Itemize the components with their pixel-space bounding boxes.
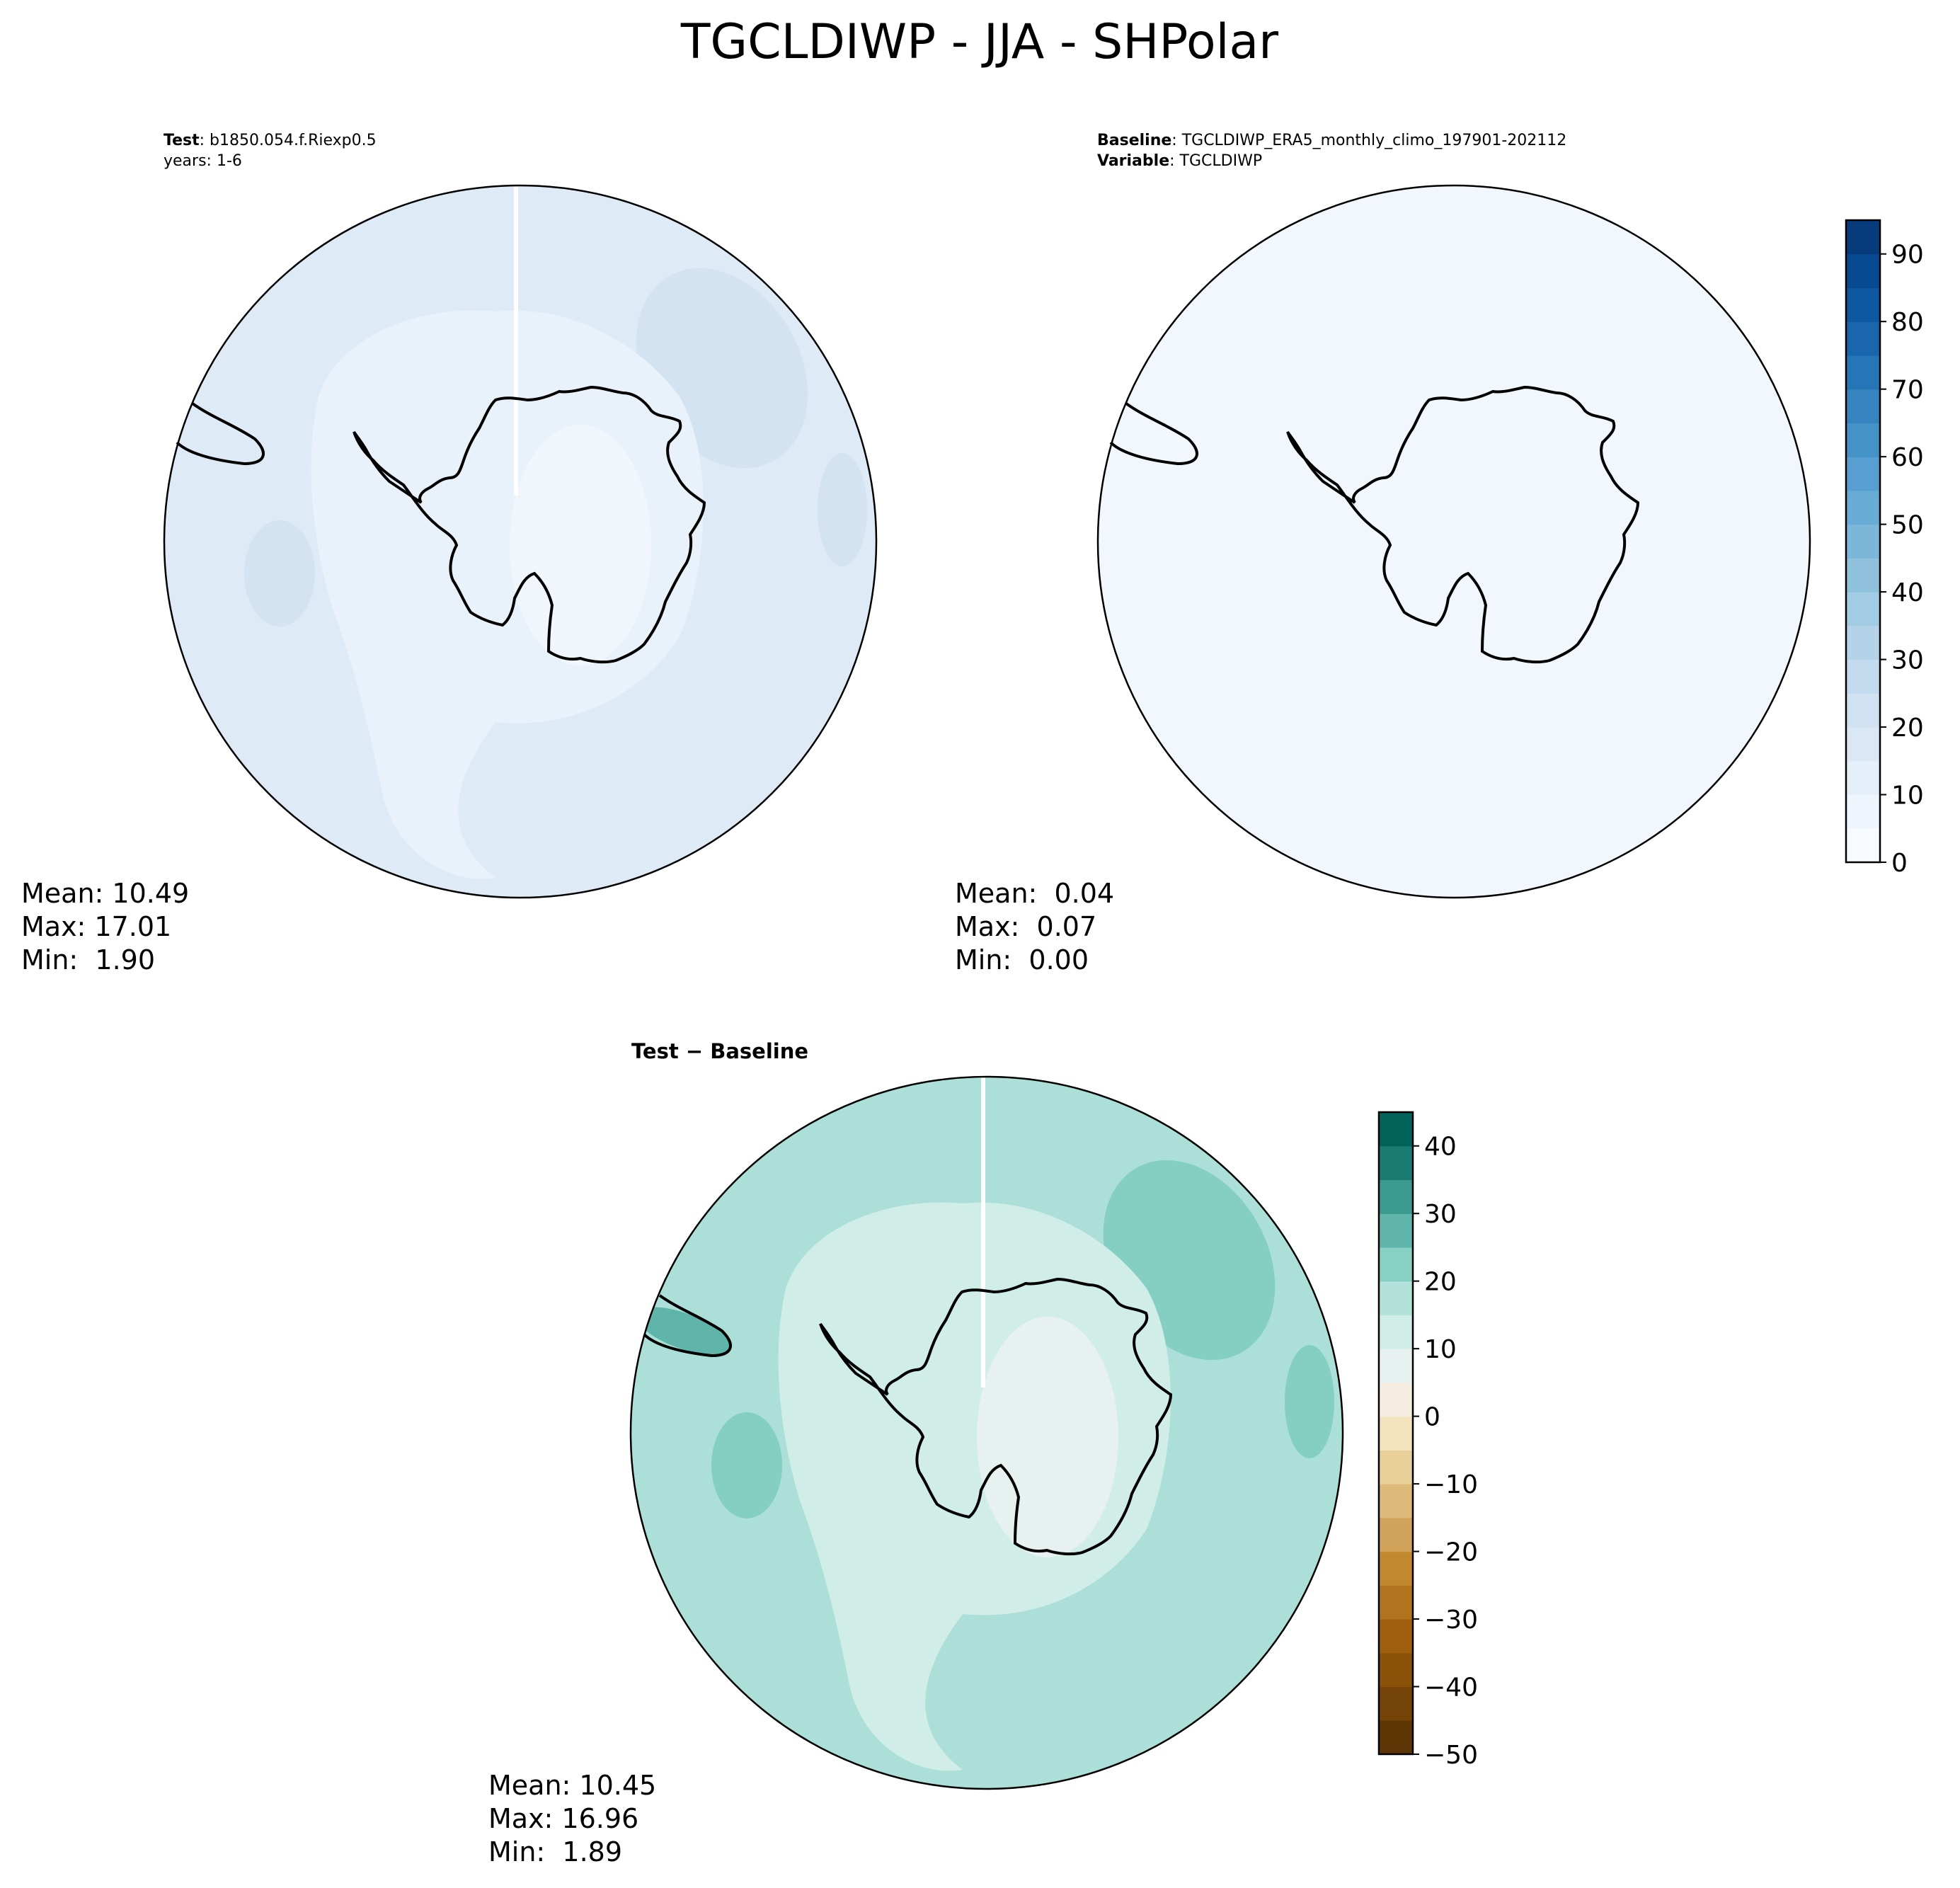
baseline-map-fill	[1098, 185, 1810, 898]
diverging-colorbar-tick-label: 0	[1424, 1403, 1440, 1432]
test-map-seam	[514, 185, 518, 496]
blues-colorbar-segment	[1846, 727, 1880, 762]
baseline-header-line2: Variable: TGCLDIWP	[1097, 152, 1262, 170]
test-map-patch-w	[244, 520, 315, 627]
blues-colorbar: 0 10 20 30 40 50 60 70 80 90	[1845, 219, 1924, 878]
blues-colorbar-segment	[1846, 389, 1880, 424]
test-map-border	[163, 184, 878, 899]
blues-colorbar-segment	[1846, 423, 1880, 457]
diff-stat-mean: Mean: 10.45	[488, 1770, 656, 1801]
diff-stat-min: Min: 1.89	[488, 1836, 622, 1867]
diff-panel: Test − Baseline Mean: 10.45 Max: 16.96 M…	[488, 1039, 1478, 1867]
test-header-line1: Test: b1850.054.f.Riexp0.5	[164, 132, 377, 149]
blues-colorbar-segment	[1846, 220, 1880, 255]
blues-colorbar-segment	[1846, 693, 1880, 728]
diff-map-patch-nw	[636, 1307, 730, 1355]
diverging-colorbar-segment	[1379, 1179, 1413, 1214]
blues-colorbar-tick-label: 50	[1891, 511, 1924, 540]
test-map	[164, 185, 876, 898]
test-stat-max: Max: 17.01	[21, 911, 171, 942]
diverging-colorbar-tick-label: −10	[1424, 1470, 1478, 1499]
blues-colorbar-segment	[1846, 558, 1880, 593]
diverging-colorbar-segment	[1379, 1585, 1413, 1620]
diverging-colorbar-segment	[1379, 1450, 1413, 1484]
diverging-colorbar-segment	[1379, 1686, 1413, 1721]
diverging-colorbar-tick-label: 30	[1424, 1200, 1457, 1229]
diverging-colorbar-segment	[1379, 1619, 1413, 1654]
diff-map-patch-e	[1285, 1345, 1334, 1458]
diverging-colorbar: −50 −40 −30 −20 −10 0 10 20 30 40	[1377, 1111, 1478, 1770]
test-header-line2: years: 1-6	[164, 152, 242, 170]
blues-colorbar-segment	[1846, 625, 1880, 660]
baseline-map-peninsula-coast	[1109, 402, 1198, 466]
diverging-colorbar-tick-label: 40	[1424, 1133, 1457, 1162]
baseline-stat-min: Min: 0.00	[955, 944, 1089, 976]
blues-colorbar-segment	[1846, 659, 1880, 694]
blues-colorbar-segment	[1846, 592, 1880, 627]
baseline-stat-max: Max: 0.07	[955, 911, 1096, 942]
blues-colorbar-segment	[1846, 253, 1880, 289]
diverging-colorbar-tick-label: −30	[1424, 1606, 1478, 1635]
blues-colorbar-tick-label: 0	[1891, 849, 1908, 878]
diff-stat-max: Max: 16.96	[488, 1803, 638, 1834]
test-stat-min: Min: 1.90	[21, 944, 155, 976]
diverging-colorbar-segment	[1379, 1247, 1413, 1282]
diff-header: Test − Baseline	[631, 1039, 808, 1063]
diverging-colorbar-segment	[1379, 1720, 1413, 1755]
diverging-colorbar-tick-label: 10	[1424, 1335, 1457, 1364]
diverging-colorbar-segment	[1379, 1382, 1413, 1417]
test-map-inner-light	[510, 425, 651, 665]
blues-colorbar-segment	[1846, 794, 1880, 829]
blues-colorbar-segment	[1846, 828, 1880, 863]
diff-map-inner-light	[977, 1317, 1118, 1557]
diverging-colorbar-segment	[1379, 1145, 1413, 1181]
blues-colorbar-segment	[1846, 524, 1880, 559]
blues-colorbar-tick-label: 90	[1891, 241, 1924, 270]
test-stat-mean: Mean: 10.49	[21, 878, 189, 909]
diverging-colorbar-segment	[1379, 1484, 1413, 1518]
test-panel: Test: b1850.054.f.Riexp0.5 years: 1-6 Me…	[21, 132, 878, 976]
test-map-peninsula-coast	[176, 402, 265, 466]
blues-colorbar-segment	[1846, 457, 1880, 491]
blues-colorbar-tick-label: 70	[1891, 376, 1924, 405]
blues-colorbar-tick-label: 10	[1891, 782, 1924, 811]
test-map-patch-e	[818, 453, 867, 566]
diverging-colorbar-tick-label: −40	[1424, 1674, 1478, 1703]
diverging-colorbar-segment	[1379, 1112, 1413, 1147]
blues-colorbar-segment	[1846, 321, 1880, 356]
diverging-colorbar-tick-label: −50	[1424, 1741, 1478, 1770]
blues-colorbar-frame	[1845, 219, 1881, 864]
blues-colorbar-tick-label: 20	[1891, 714, 1924, 743]
diverging-colorbar-tick-label: 20	[1424, 1268, 1457, 1297]
blues-colorbar-segment	[1846, 355, 1880, 390]
diff-map-seam	[981, 1077, 985, 1388]
baseline-header-line1: Baseline: TGCLDIWP_ERA5_monthly_climo_19…	[1097, 132, 1566, 149]
diverging-colorbar-segment	[1379, 1315, 1413, 1349]
baseline-panel: Baseline: TGCLDIWP_ERA5_monthly_climo_19…	[955, 132, 1924, 976]
diverging-colorbar-segment	[1379, 1416, 1413, 1451]
diverging-colorbar-frame	[1377, 1111, 1414, 1756]
blues-colorbar-segment	[1846, 287, 1880, 322]
diverging-colorbar-segment	[1379, 1517, 1413, 1552]
diff-map-patch-w	[711, 1412, 782, 1518]
diverging-colorbar-segment	[1379, 1349, 1413, 1383]
blues-colorbar-segment	[1846, 490, 1880, 525]
blues-colorbar-tick-label: 60	[1891, 443, 1924, 472]
baseline-stat-mean: Mean: 0.04	[955, 878, 1114, 909]
diff-map-border	[629, 1075, 1344, 1790]
diverging-colorbar-tick-label: −20	[1424, 1538, 1478, 1567]
baseline-map-border	[1096, 184, 1811, 899]
blues-colorbar-tick-label: 30	[1891, 646, 1924, 675]
diverging-colorbar-segment	[1379, 1213, 1413, 1248]
diverging-colorbar-segment	[1379, 1281, 1413, 1316]
diff-map-peninsula-coast	[643, 1294, 732, 1358]
figure-title: TGCLDIWP - JJA - SHPolar	[680, 14, 1278, 70]
diverging-colorbar-segment	[1379, 1551, 1413, 1586]
diverging-colorbar-segment	[1379, 1652, 1413, 1688]
blues-colorbar-tick-label: 40	[1891, 578, 1924, 607]
blues-colorbar-segment	[1846, 760, 1880, 796]
blues-colorbar-tick-label: 80	[1891, 308, 1924, 337]
diff-map	[631, 1077, 1343, 1789]
